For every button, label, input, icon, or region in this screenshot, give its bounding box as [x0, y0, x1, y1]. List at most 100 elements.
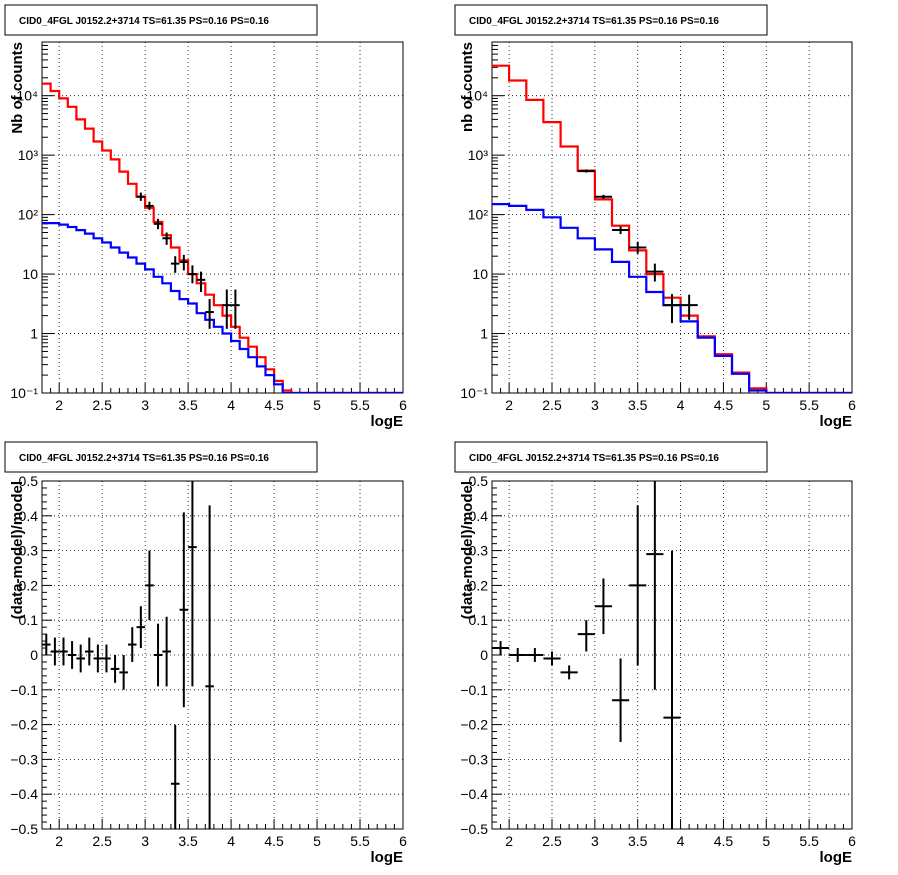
- x-tick-label: 5.5: [799, 833, 819, 849]
- y-tick-label: 0.3: [19, 543, 39, 559]
- data-point: [205, 299, 214, 329]
- x-tick-label: 4: [677, 833, 685, 849]
- x-tick-label: 2.5: [542, 397, 562, 413]
- y-tick-label: 10²: [468, 207, 489, 223]
- y-tick-label: 0.1: [19, 612, 39, 628]
- y-tick-label: 10⁴: [466, 88, 488, 104]
- panel-title: CID0_4FGL J0152.2+3714 TS=61.35 PS=0.16 …: [19, 16, 269, 27]
- data-point: [612, 658, 630, 742]
- x-tick-label: 3.5: [628, 833, 648, 849]
- data-point: [577, 169, 595, 173]
- y-tick-label: 0: [30, 647, 38, 663]
- title-box: [454, 4, 768, 36]
- x-tick-label: 2: [55, 833, 63, 849]
- data-point: [93, 644, 103, 673]
- y-axis-title: (data-model)/model: [9, 481, 26, 619]
- data-point: [59, 637, 68, 666]
- y-tick-label: −0.3: [10, 751, 38, 767]
- y-tick-label: −0.3: [460, 751, 488, 767]
- data-point: [205, 505, 214, 829]
- data-point: [145, 550, 154, 621]
- data-point: [577, 620, 595, 652]
- data-point: [67, 641, 77, 669]
- panel-title: CID0_4FGL J0152.2+3714 TS=61.35 PS=0.16 …: [19, 453, 269, 464]
- data-point: [629, 505, 647, 666]
- data-point: [42, 634, 51, 655]
- data-point: [188, 265, 197, 284]
- y-tick-label: −0.5: [460, 821, 488, 837]
- data-point: [162, 616, 171, 687]
- x-axis-title: logE: [820, 849, 853, 866]
- data-point: [76, 644, 85, 673]
- model-background-line: [492, 203, 852, 393]
- x-tick-label: 4.5: [264, 833, 284, 849]
- data-point: [162, 232, 171, 245]
- title-box: [4, 441, 318, 473]
- title-box: [454, 441, 768, 473]
- x-tick-label: 3.5: [178, 397, 198, 413]
- y-axis-title: Nb of counts: [9, 42, 26, 134]
- x-tick-label: 3: [591, 397, 599, 413]
- x-tick-label: 5: [762, 833, 770, 849]
- x-tick-label: 2.5: [92, 397, 112, 413]
- x-tick-label: 5.5: [350, 397, 370, 413]
- data-point: [153, 218, 163, 230]
- data-point: [170, 256, 180, 273]
- data-point: [646, 263, 664, 282]
- y-tick-label: 0.5: [19, 473, 39, 489]
- x-tick-label: 2.5: [542, 833, 562, 849]
- data-point: [127, 627, 137, 662]
- x-tick-label: 3.5: [178, 833, 198, 849]
- y-tick-label: 0.3: [469, 543, 489, 559]
- data-point: [84, 637, 94, 666]
- x-axis-title: logE: [371, 849, 404, 866]
- data-point: [492, 641, 510, 655]
- x-tick-label: 4.5: [264, 397, 284, 413]
- x-tick-label: 6: [848, 397, 856, 413]
- x-tick-label: 6: [848, 833, 856, 849]
- x-tick-label: 4: [227, 397, 235, 413]
- title-box: [4, 4, 318, 36]
- x-tick-label: 2: [505, 833, 513, 849]
- x-tick-label: 2: [55, 397, 63, 413]
- data-point: [188, 481, 197, 687]
- y-tick-label: 1: [480, 326, 488, 342]
- panel-title: CID0_4FGL J0152.2+3714 TS=61.35 PS=0.16 …: [469, 453, 719, 464]
- data-point: [543, 651, 561, 666]
- x-tick-label: 3.5: [628, 397, 648, 413]
- y-tick-label: 0: [480, 647, 488, 663]
- y-tick-label: 10³: [18, 147, 39, 163]
- y-axis-title: nb of counts: [459, 42, 476, 132]
- y-tick-label: 0.4: [469, 508, 489, 524]
- data-point: [179, 254, 189, 271]
- data-point: [612, 226, 630, 235]
- y-axis-title: (data-model)/model: [459, 481, 476, 619]
- y-tick-label: 10³: [468, 147, 489, 163]
- y-tick-label: 0.5: [469, 473, 489, 489]
- data-point: [170, 724, 180, 829]
- data-point: [102, 644, 111, 673]
- x-tick-label: 4.5: [714, 833, 734, 849]
- y-tick-label: 10⁻¹: [460, 385, 488, 401]
- y-tick-label: 10⁻¹: [10, 385, 38, 401]
- data-point: [594, 194, 612, 199]
- data-point: [50, 637, 60, 666]
- x-tick-label: 5: [762, 397, 770, 413]
- x-axis-title: logE: [371, 413, 404, 430]
- x-tick-label: 3: [141, 397, 149, 413]
- data-point: [136, 606, 146, 649]
- plot-area: [42, 481, 214, 829]
- x-tick-label: 6: [399, 397, 407, 413]
- x-tick-label: 6: [399, 833, 407, 849]
- panel-counts-right: 2 2.5 3 3.5 4 4.5 5 5.5 6 10⁻¹ 1 10 10² 10³ 10⁴ logE nb …: [454, 4, 856, 430]
- y-tick-label: −0.1: [10, 682, 38, 698]
- x-tick-label: 2.5: [92, 833, 112, 849]
- x-tick-label: 4: [227, 833, 235, 849]
- panel-counts-left: 2 2.5 3 3.5 4 4.5 5 5.5 6 10⁻¹ 1 10 10² 10³ 10⁴ logE Nb …: [4, 4, 407, 430]
- y-tick-label: −0.2: [10, 717, 38, 733]
- data-point: [560, 665, 578, 680]
- plot-area: [492, 481, 681, 829]
- y-tick-label: 0.2: [19, 577, 39, 593]
- plot-area: [492, 64, 852, 393]
